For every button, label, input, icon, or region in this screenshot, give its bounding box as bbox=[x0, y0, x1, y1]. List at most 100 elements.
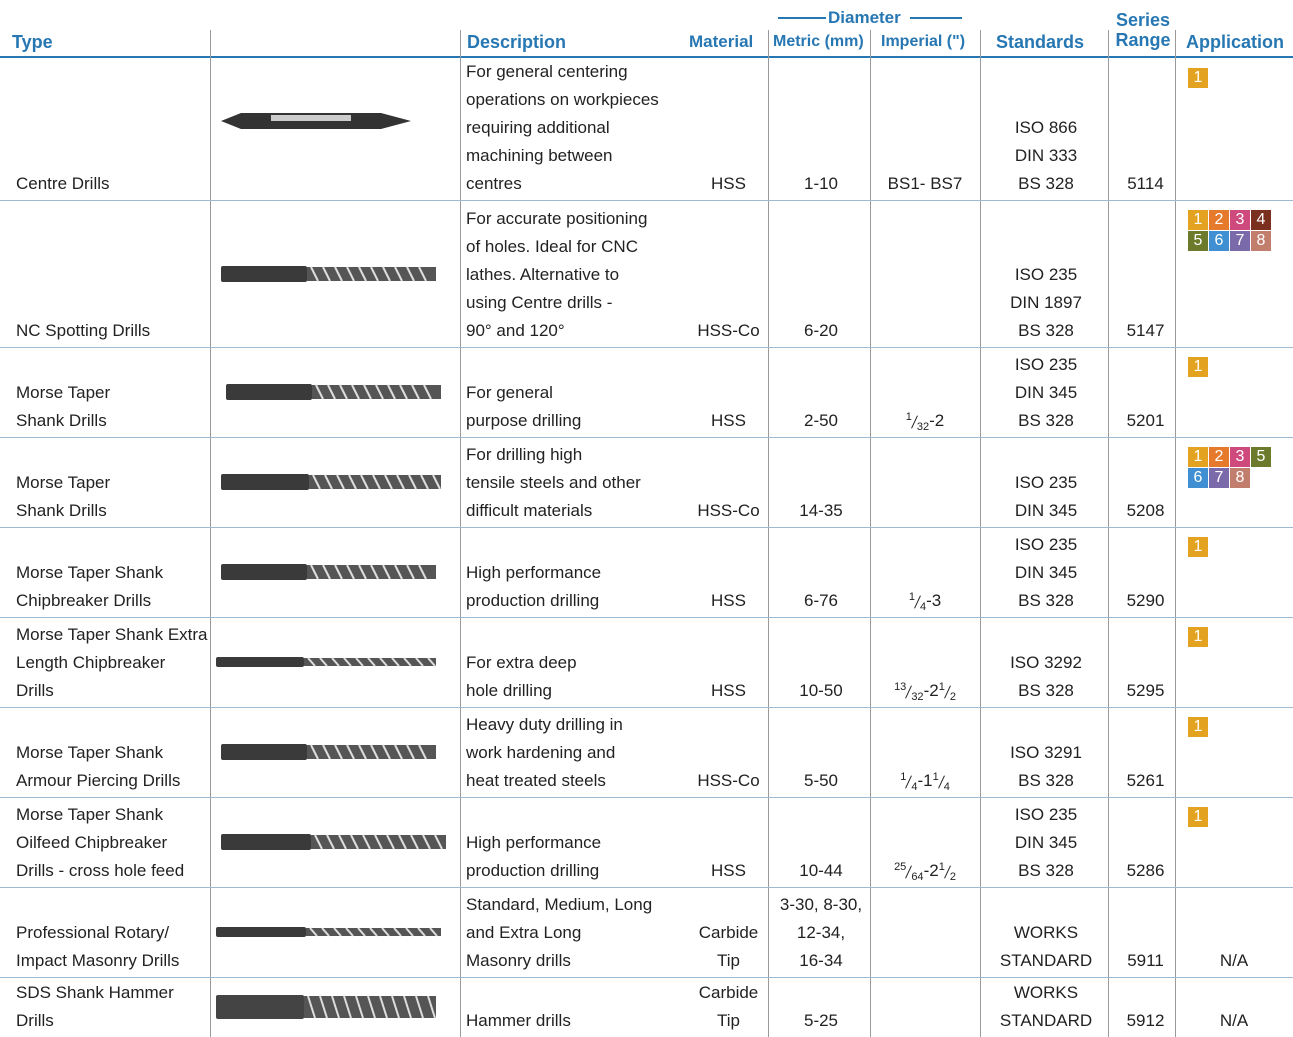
description-line: hole drilling bbox=[466, 681, 552, 700]
type-cell: Morse Taper Shank Chipbreaker Drills bbox=[16, 527, 208, 617]
drill-image bbox=[226, 384, 441, 400]
drill-shape bbox=[379, 995, 388, 1019]
row-rule bbox=[0, 200, 1293, 201]
drill-image bbox=[221, 564, 436, 580]
description-line: production drilling bbox=[466, 591, 600, 610]
standards-cell: ISO 235 DIN 345 BS 328 bbox=[986, 347, 1106, 437]
metric-cell: 10-44 bbox=[774, 797, 868, 887]
denominator: 2 bbox=[949, 871, 956, 883]
drill-shape bbox=[324, 474, 333, 490]
drill-shape bbox=[429, 927, 438, 937]
description-line: For general bbox=[466, 383, 553, 402]
description-line: For accurate positioning bbox=[466, 209, 648, 228]
drill-shape bbox=[310, 266, 319, 281]
material-line: Tip bbox=[717, 951, 740, 970]
description-line: Hammer drills bbox=[466, 1011, 571, 1030]
imperial-text: -2 bbox=[923, 681, 939, 700]
header-metric: Metric (mm) bbox=[773, 33, 864, 50]
application-badge: 7 bbox=[1230, 231, 1250, 251]
drill-image bbox=[221, 834, 446, 850]
header-type: Type bbox=[12, 32, 53, 52]
denominator: 4 bbox=[919, 601, 927, 613]
description-cell: For accurate positioning of holes. Ideal … bbox=[466, 200, 683, 347]
type-cell: Morse Taper Shank Drills bbox=[16, 437, 208, 527]
imperial-text: -2 bbox=[923, 861, 939, 880]
header-diameter: Diameter bbox=[828, 8, 901, 27]
drill-shape bbox=[403, 995, 412, 1019]
drill-shape bbox=[339, 384, 348, 400]
drill-shape bbox=[415, 995, 424, 1019]
drill-shape bbox=[309, 927, 318, 937]
material-cell: HSS-Co bbox=[691, 200, 766, 347]
standards-line: DIN 345 bbox=[1014, 501, 1078, 520]
standards-line: BS 328 bbox=[1018, 174, 1074, 193]
application-badge: 6 bbox=[1209, 231, 1229, 251]
material-cell: HSS bbox=[691, 797, 766, 887]
drill-shape bbox=[319, 995, 328, 1019]
drill-shape bbox=[415, 657, 424, 667]
description-cell: High performance production drilling bbox=[466, 527, 683, 617]
numerator: 1 bbox=[932, 771, 939, 783]
drill-shape bbox=[357, 927, 366, 937]
imperial-cell: 14-3 bbox=[870, 527, 980, 617]
standards-line: BS 328 bbox=[1018, 771, 1074, 790]
standards-line: BS 328 bbox=[1018, 321, 1074, 340]
description-line: operations on workpieces bbox=[466, 90, 659, 109]
description-line: lathes. Alternative to bbox=[466, 265, 620, 284]
series-cell: 5912 bbox=[1108, 977, 1183, 1037]
row-rule bbox=[0, 437, 1293, 438]
description-line: machining between bbox=[466, 146, 613, 165]
description-line: For drilling high bbox=[466, 445, 583, 464]
drill-shape bbox=[345, 927, 354, 937]
drill-shape bbox=[381, 927, 390, 937]
standards-line: BS 328 bbox=[1018, 411, 1074, 430]
type-line: NC Spotting Drills bbox=[16, 321, 151, 340]
standards-line: BS 328 bbox=[1018, 591, 1074, 610]
series-range: 5147 bbox=[1126, 321, 1165, 340]
drill-shape bbox=[399, 384, 408, 400]
fraction: 25 64 bbox=[894, 859, 924, 887]
metric-line: 10-50 bbox=[799, 681, 843, 700]
drill-shape bbox=[336, 474, 345, 490]
description-cell: Hammer drills bbox=[466, 977, 683, 1037]
drill-shape bbox=[226, 384, 312, 400]
standards-cell: ISO 235 DIN 345 BS 328 bbox=[986, 797, 1106, 887]
denominator: 4 bbox=[943, 781, 950, 793]
numerator: 13 bbox=[894, 681, 907, 693]
drill-image bbox=[221, 113, 411, 129]
numerator: 1 bbox=[938, 681, 945, 693]
description-line: 90° and 120° bbox=[466, 321, 565, 340]
series-range: 5261 bbox=[1126, 771, 1165, 790]
standards-line: ISO 235 bbox=[1014, 535, 1078, 554]
header-application: Application bbox=[1186, 32, 1284, 52]
drill-shape bbox=[391, 657, 400, 667]
material-line: Carbide bbox=[698, 923, 759, 942]
drill-shape bbox=[406, 266, 415, 281]
header-description: Description bbox=[467, 32, 567, 52]
column-rule bbox=[460, 30, 461, 1037]
application-badge: 4 bbox=[1251, 210, 1271, 230]
type-line: Drills bbox=[16, 1011, 54, 1030]
metric-line: 16-34 bbox=[799, 951, 843, 970]
type-line: Centre Drills bbox=[16, 174, 110, 193]
description-cell: For drilling high tensile steels and othe… bbox=[466, 437, 683, 527]
row-rule bbox=[0, 527, 1293, 528]
metric-cell: 6-20 bbox=[774, 200, 868, 347]
drill-image bbox=[216, 927, 441, 937]
material-line: HSS bbox=[711, 861, 746, 880]
drill-shape bbox=[304, 658, 436, 666]
description-cell: For general purpose drilling bbox=[466, 347, 683, 437]
standards-line: STANDARD bbox=[999, 951, 1093, 970]
metric-line: 12-34, bbox=[796, 923, 846, 942]
standards-line: BS 328 bbox=[1018, 681, 1074, 700]
drill-shape bbox=[322, 266, 331, 281]
fraction: 13 32 bbox=[894, 679, 924, 707]
material-cell: HSS bbox=[691, 617, 766, 707]
description-line: work hardening and bbox=[466, 743, 616, 762]
standards-line: ISO 866 bbox=[1014, 118, 1078, 137]
application-badges: 1 bbox=[1188, 807, 1276, 827]
drill-shape bbox=[346, 564, 355, 580]
row-rule bbox=[0, 887, 1293, 888]
series-cell: 5208 bbox=[1108, 437, 1183, 527]
drill-shape bbox=[411, 384, 420, 400]
